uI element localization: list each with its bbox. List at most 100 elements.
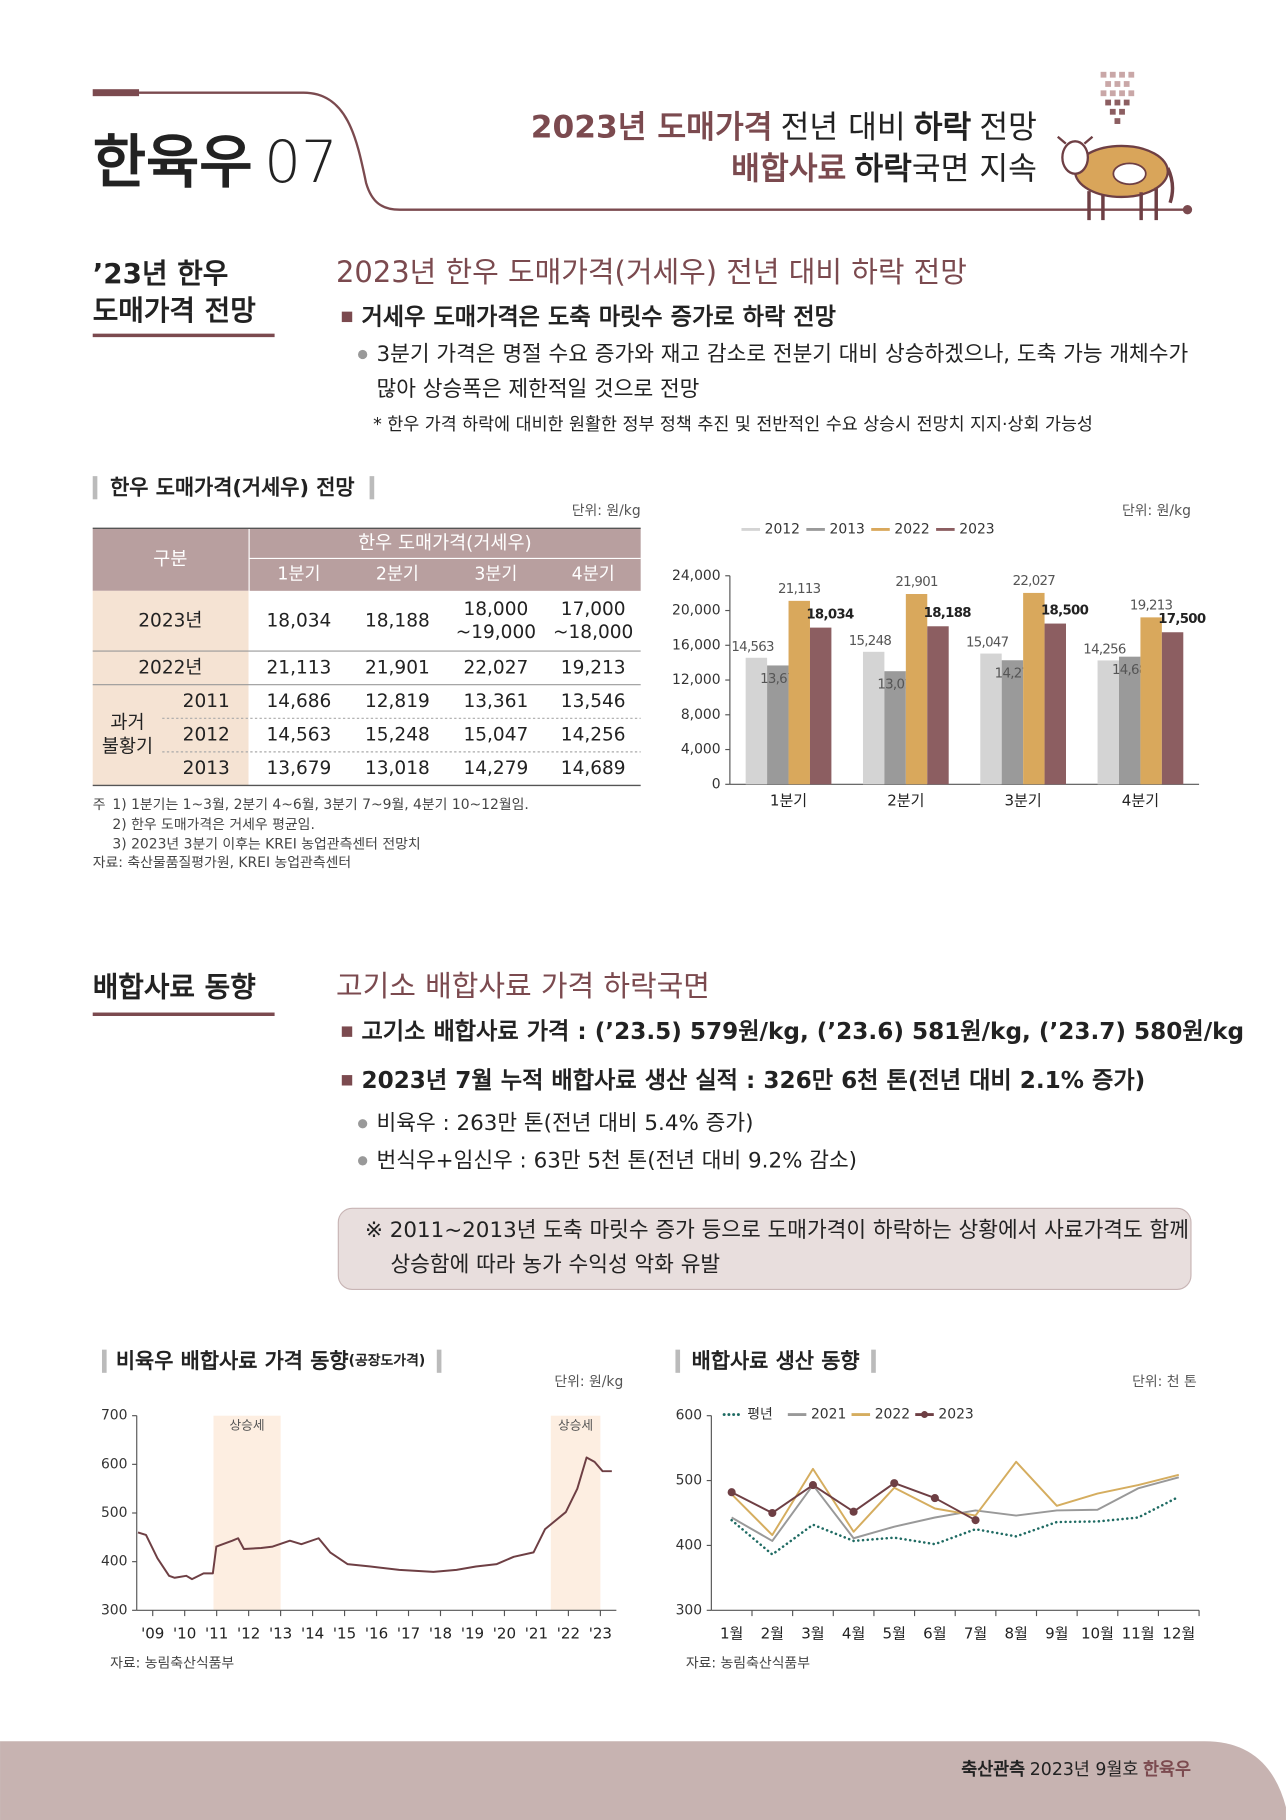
y-tick-label: 300 xyxy=(676,1602,703,1618)
y-tick-label: 8,000 xyxy=(681,707,721,723)
row-label: 2013 xyxy=(183,758,230,779)
footer-part: 한육우 xyxy=(1143,1760,1191,1780)
y-tick-label: 600 xyxy=(676,1408,703,1424)
highlight-band xyxy=(213,1415,281,1611)
legend-label: 2021 xyxy=(811,1407,846,1423)
bullet-dot xyxy=(358,1156,368,1166)
bar xyxy=(1001,660,1024,785)
table-cell: ~19,000 xyxy=(456,622,536,643)
table-cell: 14,689 xyxy=(561,758,626,779)
notice-text: 상승함에 따라 농가 수익성 악화 유발 xyxy=(390,1253,720,1278)
table-cell: 14,279 xyxy=(463,758,528,779)
value-label: 15,248 xyxy=(849,634,892,649)
title-bar xyxy=(92,476,98,500)
y-tick-label: 400 xyxy=(676,1537,703,1553)
bullet-square xyxy=(341,311,353,323)
y-tick-label: 0 xyxy=(712,776,721,792)
x-tick-label: '15 xyxy=(333,1624,356,1642)
x-tick-label: 10월 xyxy=(1081,1624,1114,1642)
bar xyxy=(1023,592,1045,785)
bullet-dot xyxy=(358,349,368,360)
y-tick-label: 24,000 xyxy=(672,568,721,584)
table-cell: 21,113 xyxy=(267,657,332,678)
headline-part: 전망 xyxy=(979,109,1037,145)
series-line xyxy=(731,1476,1180,1542)
header-accent-bar xyxy=(92,89,140,97)
bar xyxy=(767,665,789,785)
y-tick-label: 500 xyxy=(676,1473,703,1489)
value-label: 22,027 xyxy=(1013,574,1056,589)
column-header: 4분기 xyxy=(572,565,615,585)
table-cell: 18,034 xyxy=(267,610,332,631)
x-tick-label: '16 xyxy=(365,1624,388,1642)
x-tick-label: 4분기 xyxy=(1122,792,1159,810)
series-marker xyxy=(808,1481,818,1490)
section-label: ’23년 한우 xyxy=(93,257,229,290)
table-cell: 13,361 xyxy=(463,691,528,712)
title-bar xyxy=(369,476,375,500)
table-label-bg xyxy=(92,590,250,786)
series-marker xyxy=(971,1516,980,1525)
x-tick-label: '23 xyxy=(589,1624,612,1642)
legend-label: 2023 xyxy=(959,521,994,537)
x-tick-label: 2월 xyxy=(761,1624,784,1642)
band-label: 상승세 xyxy=(558,1419,593,1434)
headline-part: 배합사료 xyxy=(731,151,846,187)
footnote: 1) 1분기는 1~3월, 2분기 4~6월, 3분기 7~9월, 4분기 10… xyxy=(112,797,528,813)
x-tick-label: 3분기 xyxy=(1004,792,1041,810)
bar xyxy=(1044,623,1066,785)
headline-part: 하락 xyxy=(854,151,912,187)
table-cell: 14,563 xyxy=(267,725,332,746)
bar xyxy=(788,600,810,785)
chart-source: 자료: 농림축산식품부 xyxy=(110,1656,234,1672)
table-cell: 13,018 xyxy=(365,758,430,779)
series-marker xyxy=(930,1494,939,1503)
y-tick-label: 400 xyxy=(101,1554,128,1570)
y-tick-label: 4,000 xyxy=(681,742,721,758)
headline-part: 2023년 도매가격 xyxy=(531,109,773,145)
y-tick-label: 20,000 xyxy=(672,603,721,619)
x-tick-label: 6월 xyxy=(923,1624,946,1642)
headline-part: 국면 지속 xyxy=(912,151,1037,187)
highlight-band xyxy=(550,1415,601,1611)
bullet-text: 2023년 7월 누적 배합사료 생산 실적 : 326만 6천 톤(전년 대비… xyxy=(361,1068,1145,1094)
bar xyxy=(862,651,885,785)
bar xyxy=(980,653,1002,785)
x-tick-label: '12 xyxy=(237,1624,260,1642)
x-tick-label: 9월 xyxy=(1045,1624,1068,1642)
value-label: 14,563 xyxy=(731,640,774,655)
column-header: 3분기 xyxy=(474,565,517,585)
chart-unit: 단위: 원/kg xyxy=(1122,503,1191,519)
table-source: 자료: 축산물품질평가원, KREI 농업관측센터 xyxy=(93,855,351,871)
section-heading: 고기소 배합사료 가격 하락국면 xyxy=(336,969,710,1003)
series-line xyxy=(730,1460,1180,1536)
legend-marker xyxy=(921,1411,928,1419)
series-marker xyxy=(727,1488,736,1497)
value-label: 21,901 xyxy=(895,575,938,590)
bullet-square xyxy=(341,1026,353,1037)
series-marker xyxy=(768,1508,777,1518)
legend-label: 2022 xyxy=(875,1407,910,1423)
notice-box xyxy=(337,1207,1192,1290)
value-label: 18,034 xyxy=(806,607,854,622)
value-label: 21,113 xyxy=(778,582,821,597)
x-tick-label: '09 xyxy=(141,1624,164,1642)
x-tick-label: 12월 xyxy=(1162,1624,1195,1642)
title-number: 07 xyxy=(264,128,338,196)
series-marker xyxy=(849,1507,858,1516)
y-tick-label: 700 xyxy=(101,1408,128,1424)
x-tick-label: 1분기 xyxy=(770,792,807,810)
y-tick-label: 500 xyxy=(101,1505,128,1521)
table-cell: 18,188 xyxy=(365,610,430,631)
legend-label: 2012 xyxy=(765,521,800,537)
headline-1: 2023년 도매가격 전년 대비 하락 전망 xyxy=(531,109,1037,145)
series-line xyxy=(730,1495,1181,1556)
y-tick-label: 16,000 xyxy=(672,637,721,653)
table-corner: 구분 xyxy=(153,549,187,570)
table-cell: 19,213 xyxy=(561,657,626,678)
bar xyxy=(1161,632,1184,785)
x-tick-label: '22 xyxy=(557,1624,580,1642)
table-cell: 13,679 xyxy=(267,758,332,779)
x-tick-label: '14 xyxy=(301,1624,324,1642)
